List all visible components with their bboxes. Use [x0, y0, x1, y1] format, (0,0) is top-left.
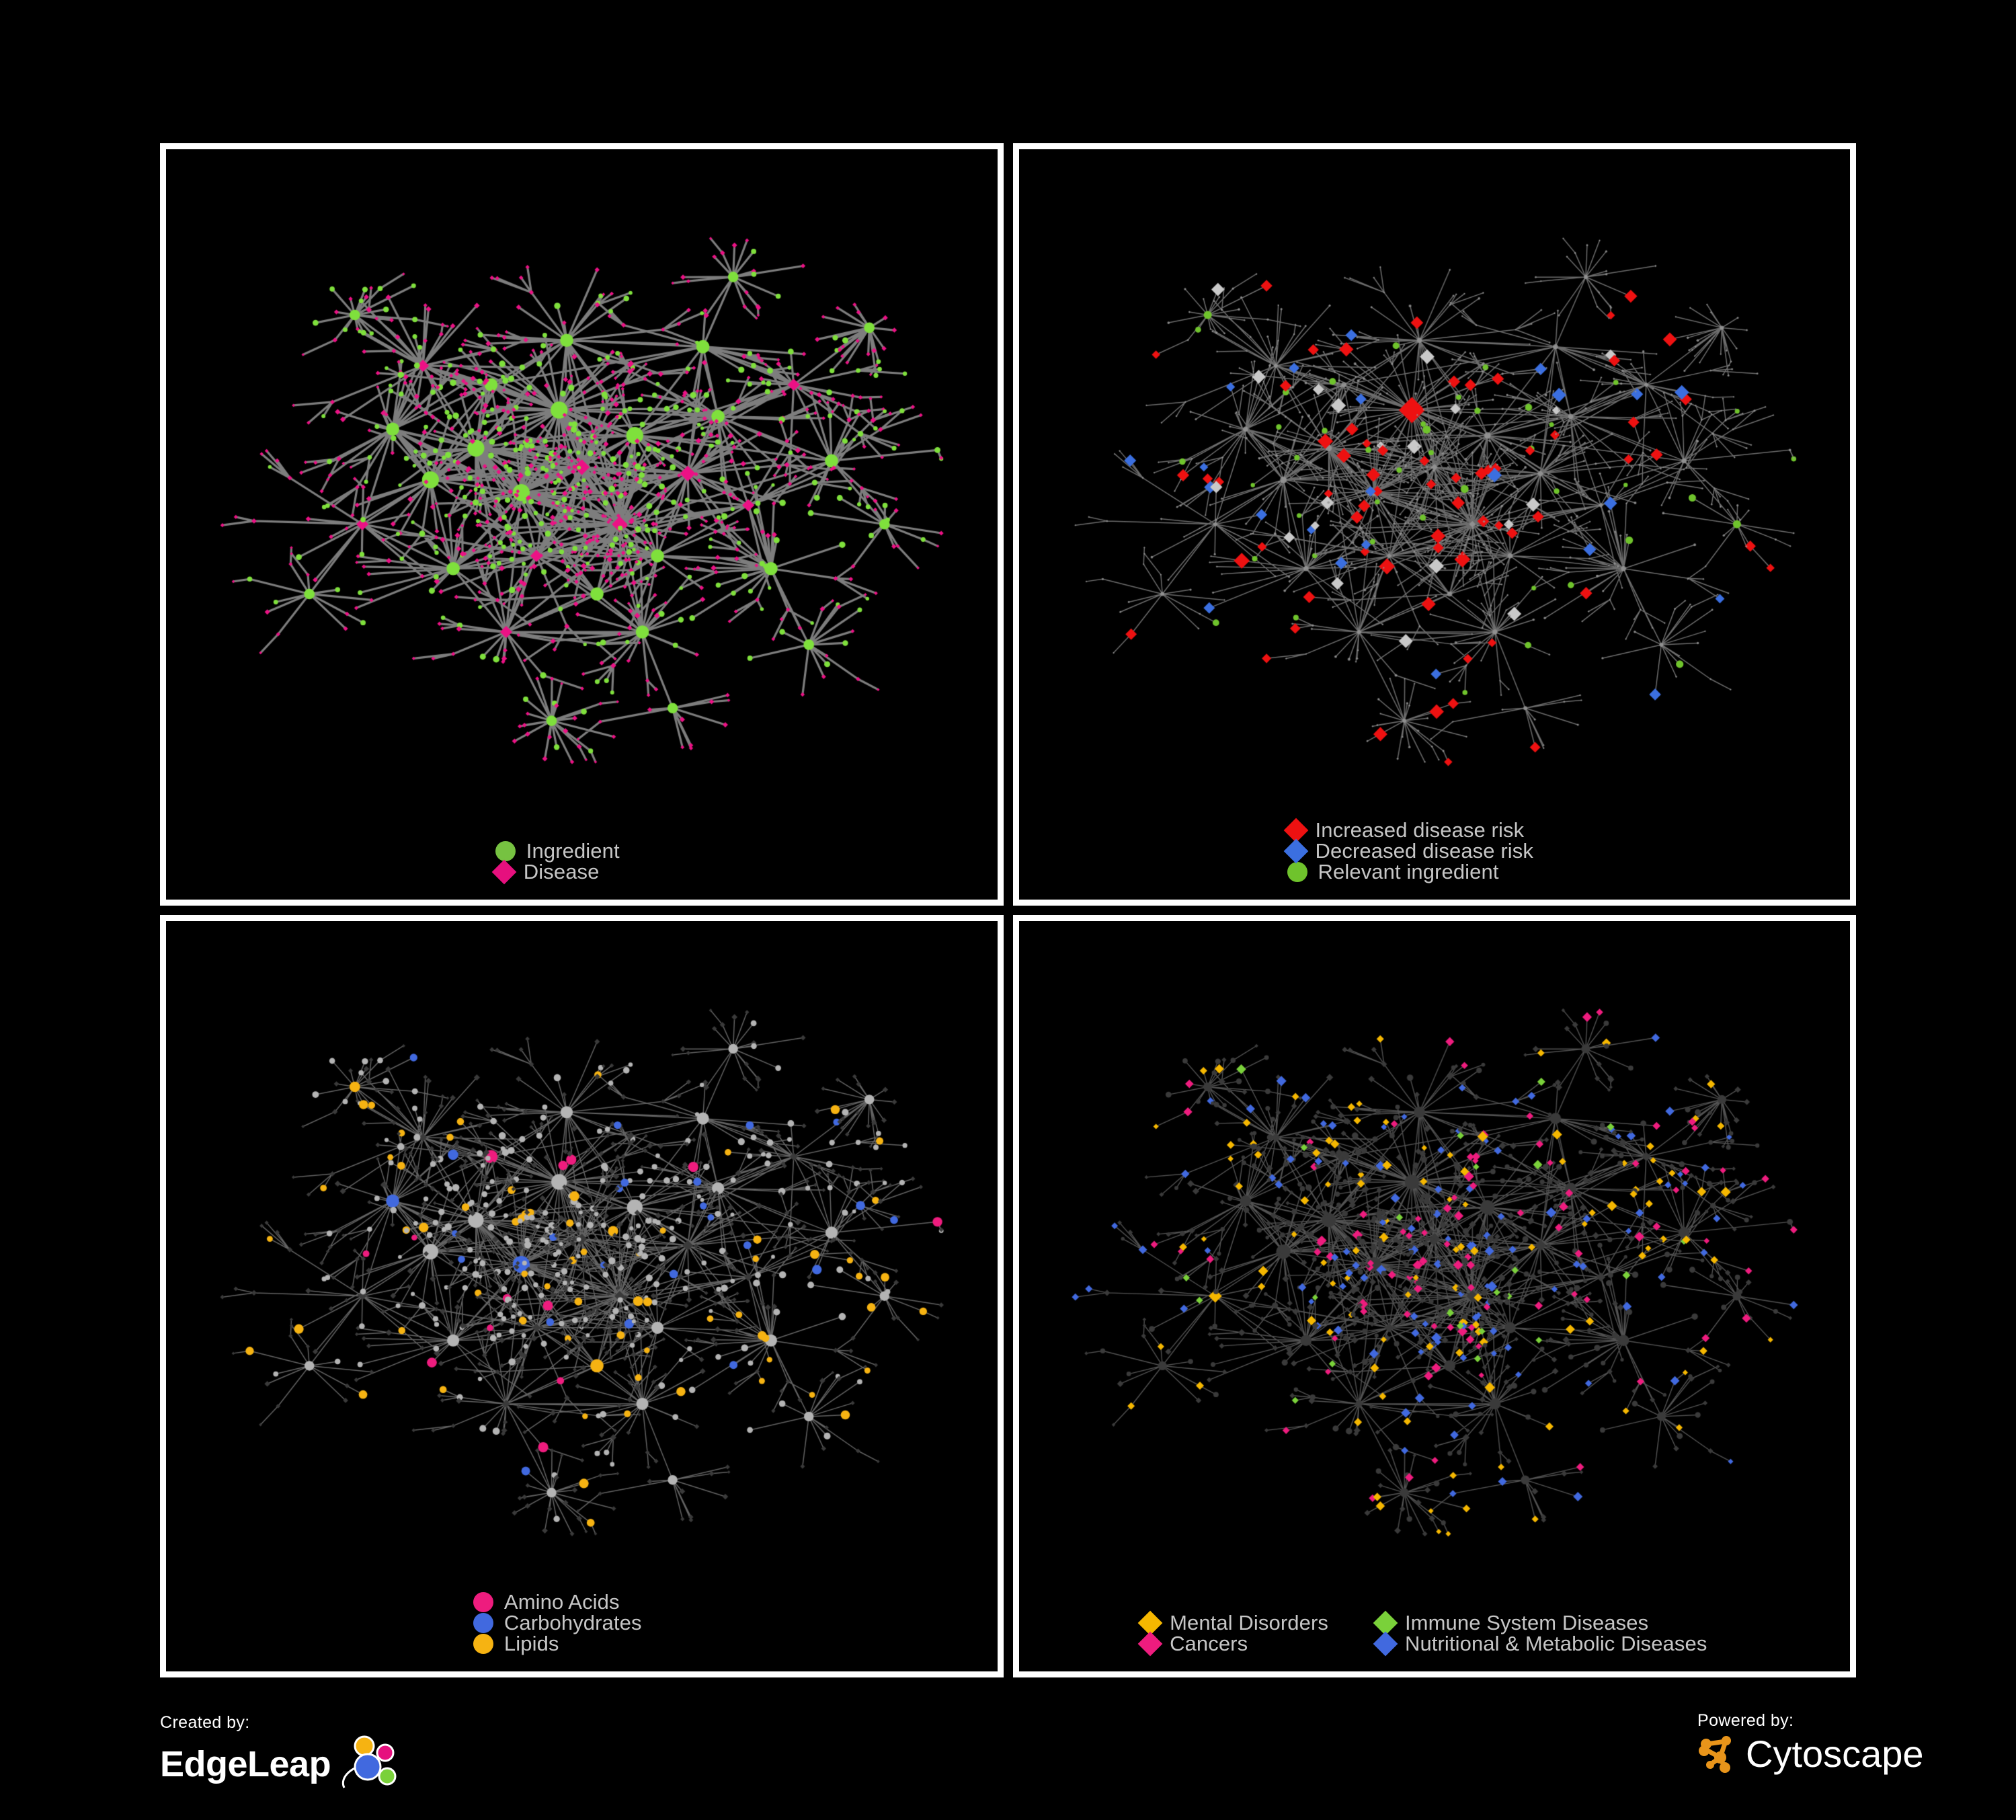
brand-powered-by: Powered by: Cytoscape: [1697, 1711, 1924, 1775]
cytoscape-lockup: Cytoscape: [1697, 1733, 1924, 1775]
network-canvas-disease-risk[interactable]: [1018, 149, 1850, 900]
network-canvas-ingredient-disease[interactable]: [166, 149, 998, 900]
panel-disease-risk-network[interactable]: Increased disease risk Decreased disease …: [1012, 143, 1856, 906]
network-canvas-disease-class[interactable]: [1018, 921, 1850, 1671]
cytoscape-logo-icon: [1699, 1736, 1731, 1773]
edgeleap-wordmark: EdgeLeap: [160, 1744, 331, 1784]
panel-disease-class-network[interactable]: Mental Disorders Immune System Diseases Ca…: [1012, 915, 1856, 1677]
panel-ingredient-disease-network[interactable]: Ingredient Disease: [160, 143, 1004, 906]
panel-ingredient-class-network[interactable]: Amino Acids Carbohydrates Lipids: [160, 915, 1004, 1677]
brand-created-by: Created by: EdgeLeap: [160, 1713, 402, 1793]
network-canvas-ingredient-class[interactable]: [166, 921, 998, 1671]
edgeleap-logo-icon: [341, 1735, 397, 1788]
powered-by-kicker: Powered by:: [1697, 1711, 1794, 1730]
created-by-kicker: Created by:: [160, 1713, 250, 1732]
cytoscape-wordmark: Cytoscape: [1746, 1733, 1924, 1775]
edgeleap-lockup: EdgeLeap: [160, 1735, 402, 1793]
panel-grid: Ingredient Disease Increased disease risk…: [160, 143, 1856, 1677]
